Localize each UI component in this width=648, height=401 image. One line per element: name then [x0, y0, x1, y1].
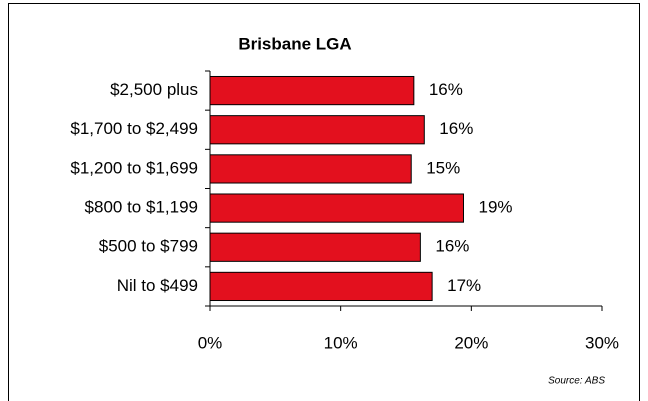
- value-label: 16%: [435, 237, 469, 256]
- bar: [209, 75, 415, 106]
- bar: [209, 232, 421, 262]
- x-tick-label: 0%: [198, 333, 223, 352]
- y-tick-label: $1,700 to $2,499: [70, 119, 198, 138]
- bar: [209, 115, 425, 145]
- x-tick-label: 20%: [454, 333, 488, 352]
- value-label: 15%: [426, 158, 460, 177]
- value-label: 16%: [429, 80, 463, 99]
- value-label: 19%: [478, 198, 512, 217]
- frame: [8, 3, 640, 401]
- source-note: Source: ABS: [548, 376, 605, 387]
- chart-title: Brisbane LGA: [238, 34, 351, 53]
- y-tick-label: Nil to $499: [117, 276, 198, 295]
- bar: [209, 193, 464, 223]
- bar: [209, 271, 433, 302]
- y-tick-label: $2,500 plus: [110, 80, 198, 99]
- value-label: 17%: [447, 276, 481, 295]
- y-tick-label: $1,200 to $1,699: [70, 158, 198, 177]
- x-tick-label: 10%: [324, 333, 358, 352]
- y-tick-label: $800 to $1,199: [85, 198, 198, 217]
- value-label: 16%: [439, 119, 473, 138]
- y-tick-label: $500 to $799: [99, 237, 198, 256]
- x-tick-label: 30%: [585, 333, 619, 352]
- bar: [209, 154, 412, 184]
